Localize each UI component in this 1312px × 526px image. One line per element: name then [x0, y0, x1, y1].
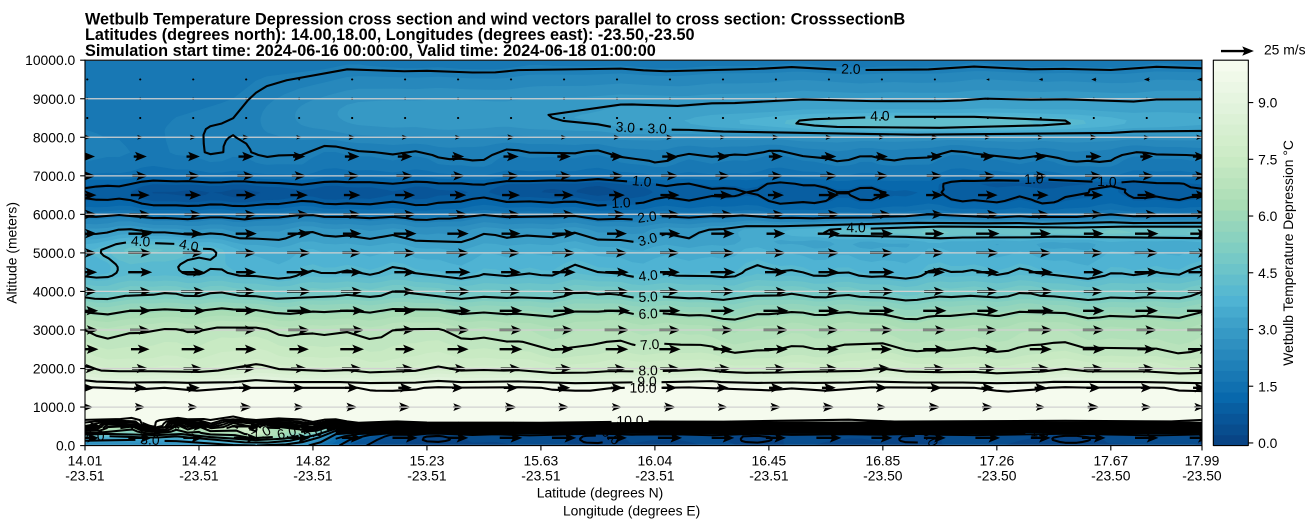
svg-text:4000.0: 4000.0 — [33, 283, 76, 299]
svg-text:Wetbulb Temperature Depression: Wetbulb Temperature Depression °C — [1280, 140, 1296, 366]
svg-text:4.0: 4.0 — [870, 107, 890, 124]
svg-text:16.85: 16.85 — [865, 452, 900, 468]
svg-text:17.67: 17.67 — [1093, 452, 1128, 468]
svg-text:-23.50: -23.50 — [1182, 467, 1222, 483]
svg-text:5.0: 5.0 — [638, 288, 658, 305]
svg-text:2000.0: 2000.0 — [33, 361, 76, 377]
svg-text:-23.51: -23.51 — [65, 467, 105, 483]
svg-text:1.0: 1.0 — [611, 194, 631, 211]
svg-text:9000.0: 9000.0 — [33, 91, 76, 107]
svg-text:Simulation start time: 2024-06: Simulation start time: 2024-06-16 00:00:… — [85, 42, 656, 60]
svg-text:3000.0: 3000.0 — [33, 322, 76, 338]
svg-text:7.0: 7.0 — [249, 422, 274, 445]
svg-text:1.0: 1.0 — [631, 172, 652, 190]
svg-text:10000.0: 10000.0 — [25, 52, 75, 68]
svg-text:3.0: 3.0 — [647, 120, 667, 136]
svg-text:-23.51: -23.51 — [635, 467, 675, 483]
svg-text:3.0: 3.0 — [615, 118, 636, 136]
svg-text:Latitude (degrees N): Latitude (degrees N) — [537, 485, 664, 501]
svg-text:4.0: 4.0 — [85, 427, 105, 444]
svg-text:Wetbulb Temperature Depression: Wetbulb Temperature Depression cross sec… — [85, 10, 905, 28]
svg-text:7000.0: 7000.0 — [33, 168, 76, 184]
svg-text:-23.51: -23.51 — [521, 467, 561, 483]
svg-text:-23.50: -23.50 — [863, 467, 903, 483]
svg-text:17.26: 17.26 — [979, 452, 1014, 468]
svg-text:1.0: 1.0 — [1030, 423, 1050, 439]
svg-text:-23.51: -23.51 — [407, 467, 447, 483]
svg-text:0.0: 0.0 — [1258, 435, 1278, 451]
svg-text:3.0: 3.0 — [1258, 322, 1278, 338]
svg-text:4.0: 4.0 — [178, 236, 200, 255]
svg-text:25 m/s: 25 m/s — [1264, 42, 1306, 58]
svg-text:-23.50: -23.50 — [977, 467, 1017, 483]
svg-text:0.0: 0.0 — [919, 425, 942, 450]
svg-text:9.0: 9.0 — [637, 373, 657, 389]
svg-text:0.0: 0.0 — [56, 438, 76, 454]
svg-text:2.0: 2.0 — [636, 208, 657, 226]
svg-text:14.82: 14.82 — [296, 452, 331, 468]
svg-text:14.42: 14.42 — [182, 452, 217, 468]
svg-text:-23.51: -23.51 — [179, 467, 219, 483]
svg-text:1000.0: 1000.0 — [33, 399, 76, 415]
svg-text:5000.0: 5000.0 — [33, 245, 76, 261]
svg-text:8.0: 8.0 — [638, 362, 658, 378]
svg-text:16.45: 16.45 — [752, 452, 787, 468]
svg-text:Longitude (degrees E): Longitude (degrees E) — [563, 503, 700, 519]
svg-text:4.5: 4.5 — [1258, 265, 1278, 281]
svg-text:8000.0: 8000.0 — [33, 129, 76, 145]
svg-text:-23.51: -23.51 — [293, 467, 333, 483]
svg-text:0.0: 0.0 — [599, 424, 624, 449]
svg-text:10.0: 10.0 — [616, 412, 644, 428]
svg-text:15.23: 15.23 — [410, 452, 445, 468]
svg-text:17.99: 17.99 — [1185, 452, 1220, 468]
svg-text:Altitude (meters): Altitude (meters) — [4, 202, 20, 304]
svg-text:-23.50: -23.50 — [1091, 467, 1131, 483]
svg-text:1.0: 1.0 — [1097, 173, 1117, 190]
svg-text:3.0: 3.0 — [636, 229, 659, 249]
svg-text:15.63: 15.63 — [524, 452, 559, 468]
svg-text:4.0: 4.0 — [638, 266, 659, 284]
svg-text:7.0: 7.0 — [639, 336, 660, 354]
svg-text:6000.0: 6000.0 — [33, 206, 76, 222]
svg-text:6.0: 6.0 — [638, 305, 658, 322]
svg-text:9.0: 9.0 — [1258, 95, 1278, 111]
svg-text:6.0: 6.0 — [1258, 208, 1278, 224]
svg-text:7.5: 7.5 — [1258, 151, 1278, 167]
svg-text:1.5: 1.5 — [1258, 378, 1278, 394]
svg-text:16.04: 16.04 — [638, 452, 673, 468]
svg-text:14.01: 14.01 — [68, 452, 103, 468]
svg-text:6.0: 6.0 — [275, 422, 298, 442]
svg-text:4.0: 4.0 — [131, 232, 151, 249]
svg-text:Latitudes (degrees north): 14.: Latitudes (degrees north): 14.00,18.00, … — [85, 26, 695, 44]
svg-text:4.0: 4.0 — [846, 219, 866, 235]
svg-text:-23.51: -23.51 — [749, 467, 789, 483]
svg-text:5.0: 5.0 — [302, 422, 324, 442]
svg-text:2.0: 2.0 — [841, 61, 861, 77]
svg-text:1.0: 1.0 — [1024, 170, 1044, 187]
svg-text:3.0: 3.0 — [140, 431, 160, 448]
svg-text:10.0: 10.0 — [629, 380, 656, 396]
